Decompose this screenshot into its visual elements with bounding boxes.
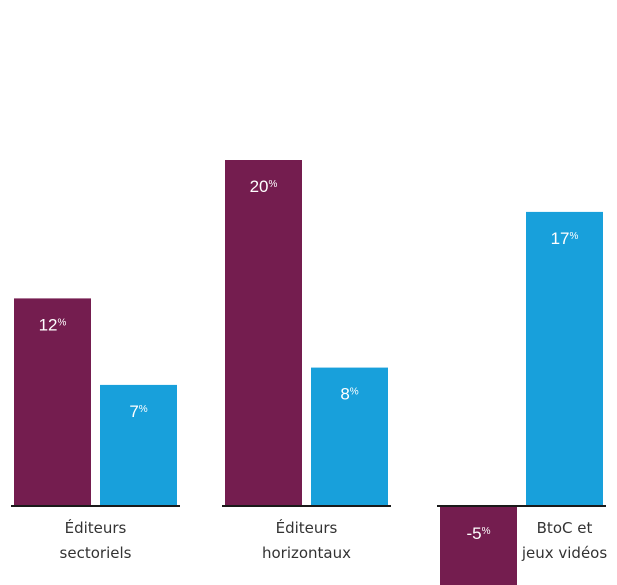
category-label-2-line-2: horizontaux <box>262 544 351 562</box>
bar-value-label-3-2: 17% <box>551 229 579 248</box>
category-label-1-line-1: Éditeurs <box>65 518 127 537</box>
bar-3-2 <box>526 211 603 506</box>
bar-1-2 <box>100 384 177 506</box>
category-label-1-line-2: sectoriels <box>60 544 132 562</box>
bar-value-label-2-2: 8% <box>340 385 358 404</box>
bar-value-label-2-1: 20% <box>250 177 278 196</box>
bar-value-label-3-1: -5% <box>466 524 490 543</box>
bar-2-2 <box>311 367 388 506</box>
bar-2-1 <box>225 160 302 506</box>
category-label-2-line-1: Éditeurs <box>276 518 338 537</box>
bars-layer <box>14 160 603 585</box>
bar-value-label-1-1: 12% <box>39 315 67 334</box>
bar-3-1 <box>440 506 517 585</box>
bar-1-1 <box>14 298 91 506</box>
labels-layer: 12% 7% Éditeurs sectoriels 20% 8% Éditeurs hori… <box>39 177 608 562</box>
category-label-3-line-2: jeux vidéos <box>521 544 608 562</box>
bar-value-label-1-2: 7% <box>129 402 147 421</box>
category-label-3-line-1: BtoC et <box>537 519 593 537</box>
